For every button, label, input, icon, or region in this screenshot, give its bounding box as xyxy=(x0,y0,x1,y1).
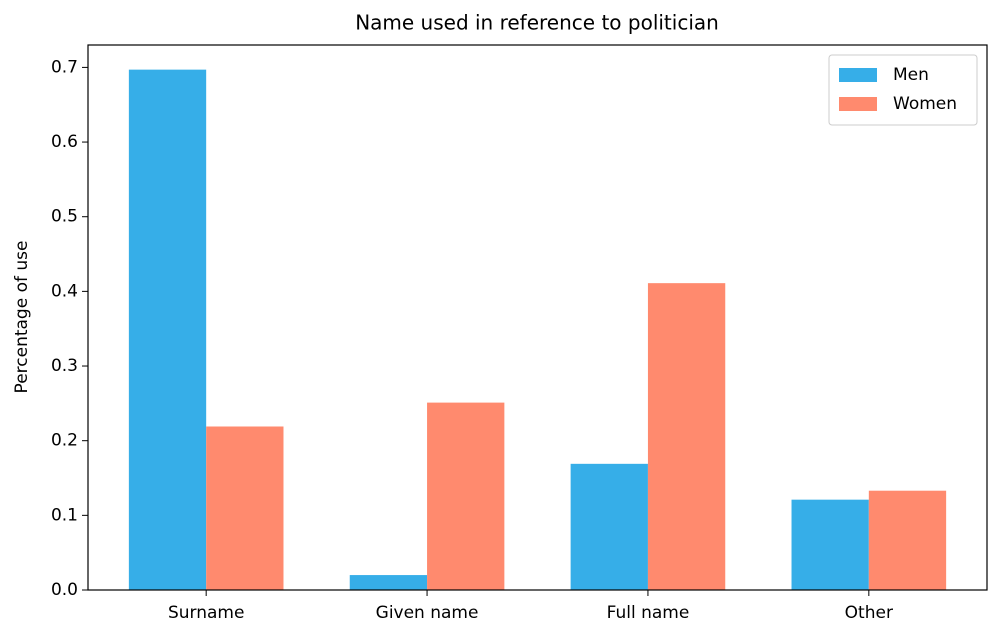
bar xyxy=(570,463,648,590)
legend-swatch xyxy=(839,68,877,82)
plot-frame xyxy=(87,44,988,591)
bar xyxy=(647,283,726,590)
y-tick-label: 0.1 xyxy=(51,505,78,525)
bar xyxy=(206,426,284,590)
y-tick-label: 0.0 xyxy=(51,580,78,600)
bar xyxy=(868,490,947,590)
chart-title: Name used in reference to politician xyxy=(355,11,719,35)
legend-label: Men xyxy=(893,65,929,85)
y-tick-label: 0.3 xyxy=(51,356,78,376)
x-tick-label: Full name xyxy=(607,603,690,623)
y-tick-label: 0.2 xyxy=(51,431,78,451)
legend-label: Women xyxy=(893,94,957,114)
x-tick-label: Other xyxy=(845,603,893,623)
bar xyxy=(128,69,207,591)
y-tick-label: 0.6 xyxy=(51,132,78,152)
x-tick-label: Given name xyxy=(376,603,479,623)
x-tick-label: Surname xyxy=(168,603,244,623)
bar xyxy=(427,402,505,590)
y-tick-label: 0.7 xyxy=(51,57,78,77)
bar xyxy=(349,575,428,590)
y-axis-label: Percentage of use xyxy=(12,241,32,394)
legend-swatch xyxy=(839,97,877,111)
y-tick-label: 0.5 xyxy=(51,207,78,227)
bar xyxy=(791,499,869,590)
y-tick-label: 0.4 xyxy=(51,281,78,301)
